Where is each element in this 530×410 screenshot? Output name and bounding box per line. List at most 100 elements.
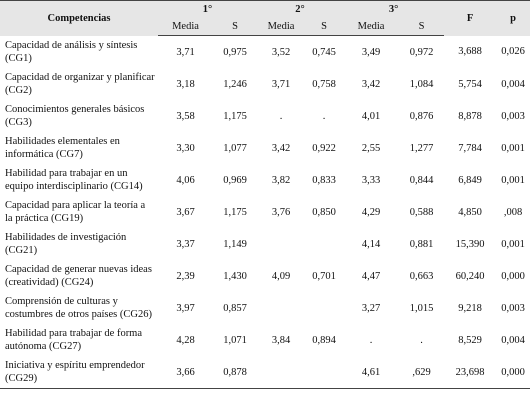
value-cell: 2,55: [361, 142, 381, 154]
value-cell: 7,784: [458, 142, 482, 154]
competency-cell: Iniciativa y espíritu emprendedor (CG29): [0, 356, 158, 389]
table-row: Habilidades de investigación (CG21) 3,37 1…: [0, 228, 530, 260]
value-cell: 0,663: [409, 270, 434, 282]
value-cell: 4,61: [343, 356, 400, 389]
value-cell: 0,833: [312, 174, 336, 186]
value-cell: ,008: [503, 206, 523, 218]
results-table: Competencias 1° 2° 3° F p Media S Media S Me…: [0, 0, 530, 389]
value-cell: 1,071: [223, 334, 247, 346]
value-cell: 0,004: [501, 334, 525, 346]
table-row: Habilidad para trabajar de forma autónom…: [0, 324, 530, 356]
value-cell: 3,66: [158, 356, 213, 389]
value-cell: 3,67: [176, 206, 195, 218]
value-cell: 3,76: [271, 206, 291, 218]
competency-cell: Conocimientos generales básicos (CG3): [5, 104, 145, 128]
value-cell: 3,71: [271, 78, 291, 90]
value-cell: [257, 228, 305, 260]
value-cell: 4,47: [361, 270, 381, 282]
competency-cell: Habilidades de investigación (CG21): [5, 232, 127, 256]
value-cell: 0,922: [312, 142, 336, 154]
value-cell: 3,49: [361, 46, 381, 58]
value-cell: 0,004: [501, 78, 525, 90]
value-cell: 1,084: [409, 78, 434, 90]
value-cell: 3,37: [176, 238, 195, 250]
value-cell: 3,42: [361, 78, 381, 90]
value-cell: 3,84: [271, 334, 291, 346]
table-row: Capacidad de generar nuevas ideas (creat…: [0, 260, 530, 292]
value-cell: 3,97: [176, 302, 195, 314]
competency-cell: Habilidad para trabajar de forma autónom…: [5, 328, 143, 352]
value-cell: 3,30: [176, 142, 195, 154]
header-cell: p: [496, 0, 530, 36]
header-cell: Competencias: [0, 0, 158, 36]
value-cell: 3,27: [361, 302, 381, 314]
value-cell: 0,857: [223, 302, 247, 314]
value-cell: 0,701: [312, 270, 336, 282]
value-cell: 0,878: [213, 356, 258, 389]
value-cell: 1,430: [223, 270, 247, 282]
value-cell: 4,850: [458, 206, 482, 218]
value-cell: [305, 356, 344, 389]
value-cell: 4,28: [176, 334, 195, 346]
value-cell: 3,42: [271, 142, 291, 154]
value-cell: 0,026: [501, 46, 525, 58]
value-cell: 0,745: [312, 46, 336, 58]
value-cell: 0,001: [501, 174, 525, 186]
value-cell: 23,698: [444, 356, 497, 389]
value-cell: 0,876: [409, 110, 434, 122]
value-cell: [257, 356, 306, 389]
value-cell: 0,844: [409, 174, 434, 186]
header-cell: F: [444, 0, 497, 36]
value-cell: 1,175: [223, 110, 247, 122]
header-cell: 2°: [257, 0, 344, 18]
value-cell: 3,71: [176, 46, 195, 58]
value-cell: 0,001: [501, 142, 525, 154]
competency-cell: Capacidad de generar nuevas ideas (creat…: [5, 264, 152, 288]
table-row: Iniciativa y espíritu emprendedor (CG29)…: [0, 356, 530, 389]
subheader-cell: Media: [158, 18, 213, 36]
value-cell: 0,588: [409, 206, 434, 218]
subheader-cell: S: [213, 18, 258, 36]
competency-cell: Capacidad de organizar y planificar (CG2…: [5, 72, 155, 96]
value-cell: [305, 228, 343, 260]
value-cell: 0,881: [409, 238, 434, 250]
value-cell: 0,850: [312, 206, 336, 218]
value-cell: 9,218: [458, 302, 482, 314]
value-cell: [257, 292, 305, 324]
value-cell: 4,01: [361, 110, 381, 122]
value-cell: 4,14: [361, 238, 381, 250]
value-cell: 3,82: [271, 174, 291, 186]
value-cell: 3,52: [271, 46, 291, 58]
value-cell: 0,969: [223, 174, 247, 186]
value-cell: 0,758: [312, 78, 336, 90]
subheader-cell: S: [399, 18, 445, 36]
competency-cell: Capacidad de análisis y síntesis (CG1): [5, 39, 138, 64]
value-cell: 3,33: [361, 174, 381, 186]
value-cell: 0,003: [501, 110, 525, 122]
value-cell: 4,09: [271, 270, 291, 282]
value-cell: 3,688: [458, 46, 482, 58]
subheader-cell: S: [305, 18, 344, 36]
value-cell: ,629: [399, 356, 445, 389]
table-row: Capacidad de organizar y planificar (CG2…: [0, 68, 530, 100]
competency-cell: Habilidad para trabajar en un equipo int…: [5, 168, 143, 192]
value-cell: 4,06: [176, 174, 195, 186]
value-cell: 1,015: [409, 302, 434, 314]
table-row: Conocimientos generales básicos (CG3) 3,5…: [0, 100, 530, 132]
table-row: Capacidad de análisis y síntesis (CG1) 3,…: [0, 36, 530, 69]
value-cell: 15,390: [455, 238, 485, 250]
value-cell: 60,240: [455, 270, 485, 282]
competency-cell: Habilidades elementales en informática (…: [5, 136, 120, 160]
value-cell: 5,754: [458, 78, 482, 90]
value-cell: 1,175: [223, 206, 247, 218]
value-cell: 1,277: [409, 142, 434, 154]
competency-cell: Capacidad para aplicar la teoría a la pr…: [5, 200, 146, 224]
value-cell: 1,077: [223, 142, 247, 154]
table-row: Capacidad para aplicar la teoría a la pr…: [0, 196, 530, 228]
table-row: Habilidades elementales en informática (…: [0, 132, 530, 164]
value-cell: .: [322, 110, 326, 122]
header-cell: 3°: [343, 0, 445, 18]
value-cell: 3,18: [176, 78, 195, 90]
value-cell: 0,972: [409, 46, 434, 58]
